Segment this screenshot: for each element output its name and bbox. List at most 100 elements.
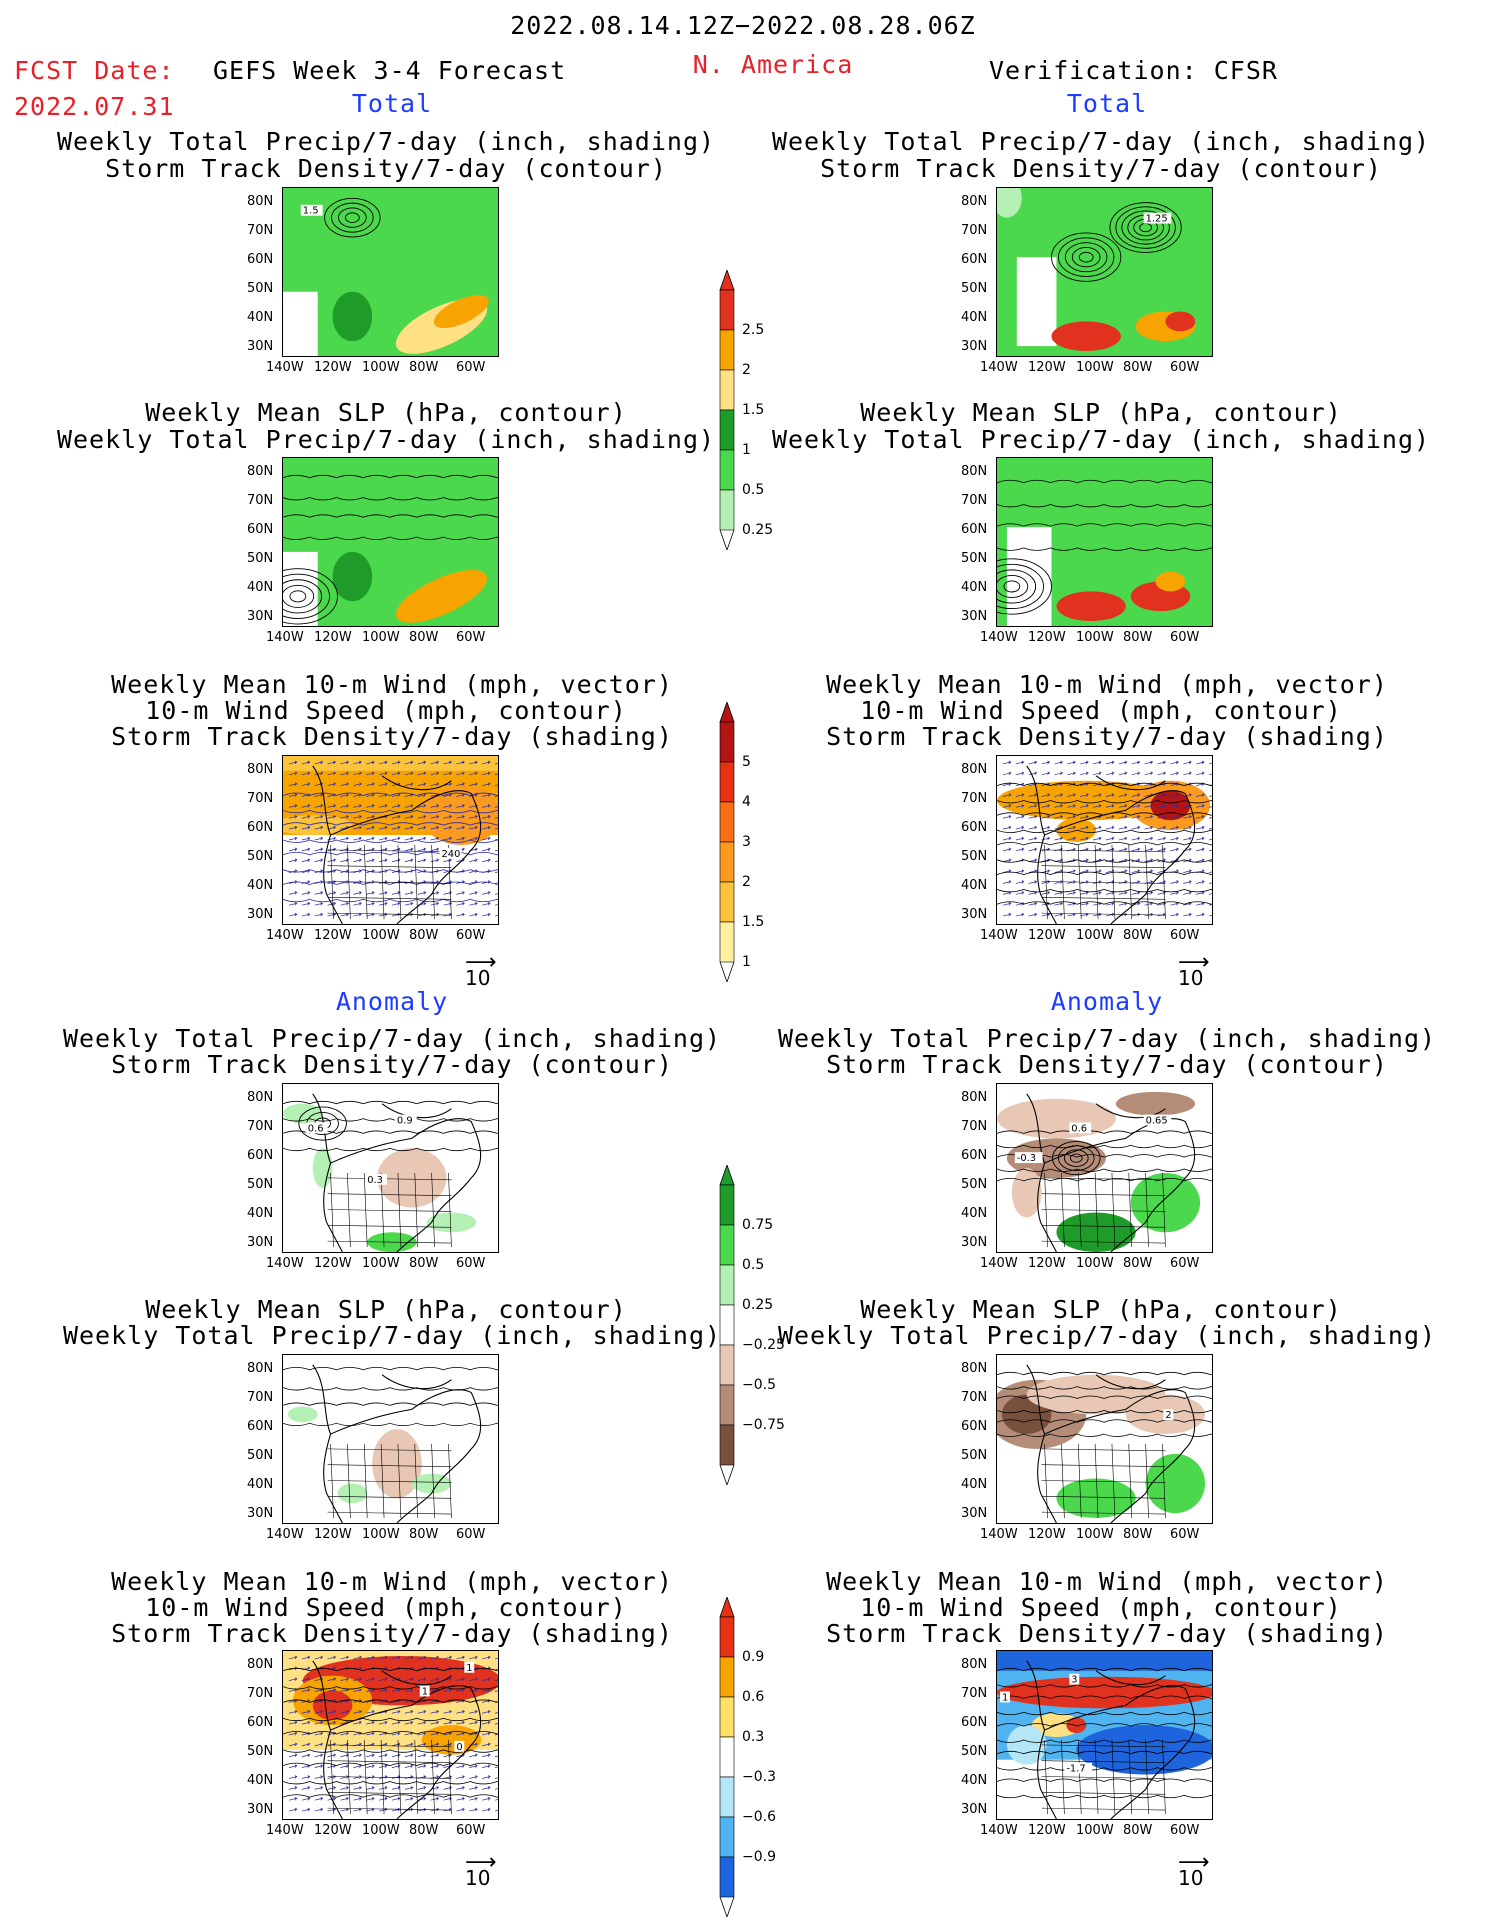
wind-vector <box>288 814 298 819</box>
wind-vector <box>469 858 478 863</box>
wind-vector <box>494 1755 498 1758</box>
track-shading <box>283 756 498 771</box>
wind-vector <box>469 836 478 841</box>
wind-vector <box>301 912 311 917</box>
wind-vector <box>1105 771 1115 776</box>
wind-vector <box>314 1753 324 1758</box>
wind-vector <box>288 858 298 863</box>
panel-title: Weekly Total Precip/7-day (inch, shading… <box>777 1321 1437 1350</box>
storm-track-contour <box>1078 251 1094 263</box>
wind-vector <box>417 1764 427 1768</box>
wind-vector <box>301 1742 311 1747</box>
lat-tick-label: 50N <box>961 1177 988 1192</box>
slp-contour <box>997 1433 1212 1437</box>
colorbar-swatch <box>719 449 735 491</box>
wind-vector <box>340 1753 349 1758</box>
panel-title: Storm Track Density/7-day (contour) <box>820 154 1382 183</box>
slp-contour <box>283 1422 498 1427</box>
lon-tick-label: 60W <box>1170 360 1200 375</box>
wind-vector <box>314 912 324 917</box>
wind-vector <box>327 912 337 917</box>
wind-vector <box>366 1677 375 1681</box>
wind-vector <box>391 1764 401 1768</box>
lon-tick-label: 80W <box>409 928 439 943</box>
wind-vector <box>404 1786 414 1790</box>
wind-vector <box>1196 814 1205 819</box>
wind-vector <box>1028 825 1038 830</box>
wind-vector <box>288 1807 298 1812</box>
wind-vector <box>379 1796 388 1801</box>
wind-vector <box>1015 814 1025 819</box>
wind-vector <box>482 814 491 819</box>
colorbar-label: 1 <box>742 954 751 970</box>
slp-contour <box>283 536 498 540</box>
map-verif-total-slp <box>996 457 1213 627</box>
colorbar-swatch <box>719 1736 735 1778</box>
panel-title: Storm Track Density/7-day (shading) <box>111 1619 673 1648</box>
lon-tick-label: 120W <box>1028 1527 1066 1542</box>
lat-tick-label: 60N <box>247 1148 274 1163</box>
shaded-region <box>1051 321 1121 352</box>
lon-tick-label: 80W <box>1123 1256 1153 1271</box>
lon-tick-label: 60W <box>1170 1527 1200 1542</box>
wind-vector <box>1157 847 1167 852</box>
contour-label: 1.5 <box>303 206 319 217</box>
colorbar-label: −0.6 <box>742 1809 776 1825</box>
wind-vector <box>443 912 453 917</box>
colorbar-label: 0.9 <box>742 1649 765 1665</box>
colorbar-swatch <box>719 1696 735 1738</box>
colorbar-label: 1 <box>742 442 751 458</box>
slp-contour <box>283 514 498 518</box>
wind-vector <box>391 760 401 765</box>
wind-vector <box>1015 804 1025 808</box>
wind-vector <box>482 912 491 917</box>
lat-tick-label: 70N <box>247 1686 274 1701</box>
wind-vector <box>1157 814 1167 819</box>
colorbar-graphic <box>719 268 735 552</box>
wind-vector <box>1183 836 1192 841</box>
wind-vector <box>391 1775 401 1779</box>
shaded-region <box>1145 1453 1206 1514</box>
storm-track-contour <box>1051 232 1122 282</box>
wind-vector <box>314 1731 324 1736</box>
wind-vector <box>391 1742 401 1747</box>
wind-vector <box>456 804 465 808</box>
lat-tick-label: 80N <box>247 1361 274 1376</box>
shaded-region <box>1155 571 1186 592</box>
wind-vector <box>366 891 375 895</box>
wind-vector <box>353 1677 362 1681</box>
wind-vector <box>379 1677 388 1681</box>
storm-track-contour <box>1071 247 1101 268</box>
colorbar-label: −0.75 <box>742 1417 785 1433</box>
colorbar-label: −0.3 <box>742 1769 776 1785</box>
wind-vector <box>1002 912 1012 917</box>
wind-vector <box>417 1709 427 1714</box>
wind-vector <box>1067 814 1076 819</box>
wind-vector <box>340 760 349 765</box>
wind-vector <box>1105 847 1115 852</box>
lat-tick-label: 40N <box>247 1477 274 1492</box>
wind-vector <box>1170 804 1179 808</box>
wind-vector <box>379 858 388 863</box>
wind-vector <box>482 771 491 776</box>
slp-contour <box>997 547 1212 551</box>
shaded-region <box>377 1148 447 1208</box>
wind-vector <box>494 762 498 765</box>
wind-vector <box>1080 760 1089 765</box>
wind-vector <box>482 793 491 797</box>
wind-vector <box>1208 914 1212 917</box>
colorbar-label: 0.5 <box>742 1257 765 1273</box>
wind-vector <box>456 1807 465 1812</box>
wind-vector <box>353 1709 362 1714</box>
map-verif-anom-wind: 3 1 -1.7 <box>996 1650 1213 1820</box>
wind-vector <box>288 771 298 776</box>
wind-vector <box>1157 912 1167 917</box>
panel-title: Weekly Mean SLP (hPa, contour) <box>860 398 1342 427</box>
colorbar-label: −0.5 <box>742 1377 776 1393</box>
wind-vector <box>456 825 465 830</box>
wind-vector <box>494 1657 498 1660</box>
contour-label: 1 <box>466 1663 472 1674</box>
wind-vector <box>404 1742 414 1747</box>
contour-label-bg <box>419 1685 430 1697</box>
wind-vector <box>1002 825 1012 830</box>
